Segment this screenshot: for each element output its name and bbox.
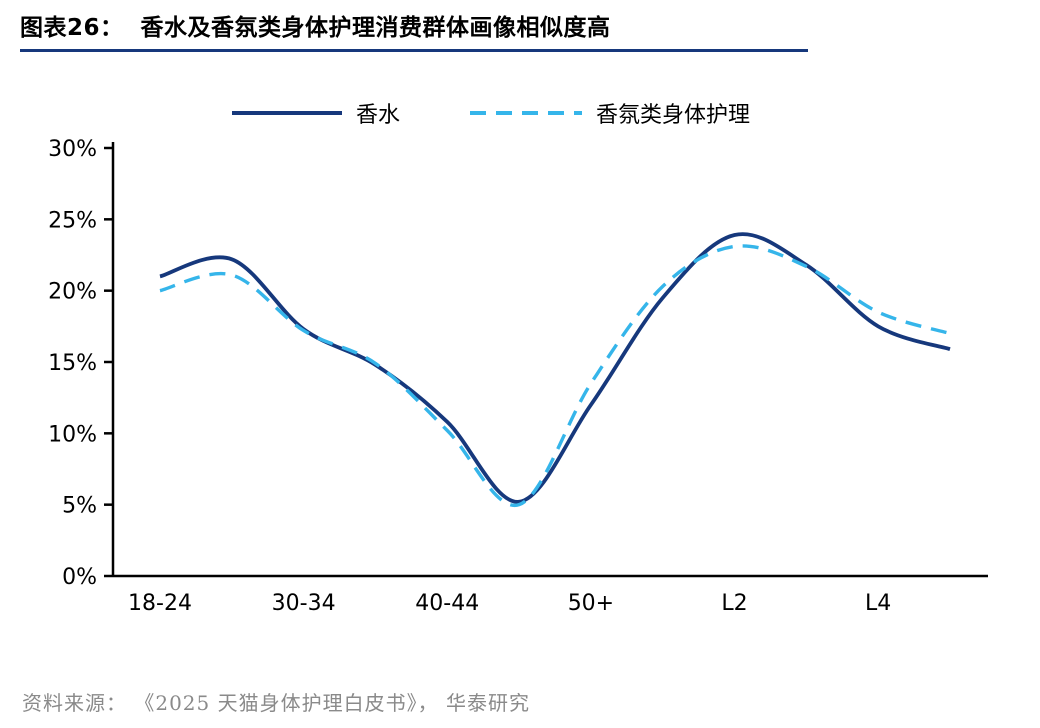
y-tick-label: 10% <box>48 422 97 447</box>
line-chart: 0% 5% 10% 15% 20% 25% 30% 18-24 30-34 40-44 50+ L2 L… <box>48 137 988 616</box>
x-tick-label: 30-34 <box>272 591 336 616</box>
chart-title: 图表26： 香水及香氛类身体护理消费群体画像相似度高 <box>20 15 611 41</box>
series-line-0 <box>159 232 951 504</box>
legend: 香水 香氛类身体护理 <box>232 98 1040 128</box>
x-tick-label: 40-44 <box>415 591 479 616</box>
legend-item-perfume: 香水 <box>232 97 400 129</box>
y-tick-label: 0% <box>62 565 97 590</box>
legend-label-perfume: 香水 <box>356 103 401 128</box>
series-line-1 <box>159 244 951 507</box>
x-tick-label: L4 <box>865 591 891 616</box>
dashed-line-sample-icon <box>470 111 583 115</box>
y-tick-label: 30% <box>48 137 97 162</box>
x-tick-label: L2 <box>721 591 747 616</box>
x-tick-label: 50+ <box>568 591 614 616</box>
y-tick-label: 25% <box>48 208 97 233</box>
chart-title-block: 图表26： 香水及香氛类身体护理消费群体画像相似度高 <box>20 8 808 52</box>
x-tick-label: 18-24 <box>128 591 192 616</box>
source-note: 资料来源： 《2025 天猫身体护理白皮书》， 华泰研究 <box>22 691 530 715</box>
legend-item-fragrance-bodycare: 香氛类身体护理 <box>470 97 750 129</box>
y-tick-label: 15% <box>48 351 97 376</box>
solid-line-sample-icon <box>232 111 342 115</box>
legend-label-fragrance-bodycare: 香氛类身体护理 <box>596 103 751 128</box>
y-tick-label: 20% <box>48 280 97 305</box>
y-tick-label: 5% <box>62 494 97 519</box>
